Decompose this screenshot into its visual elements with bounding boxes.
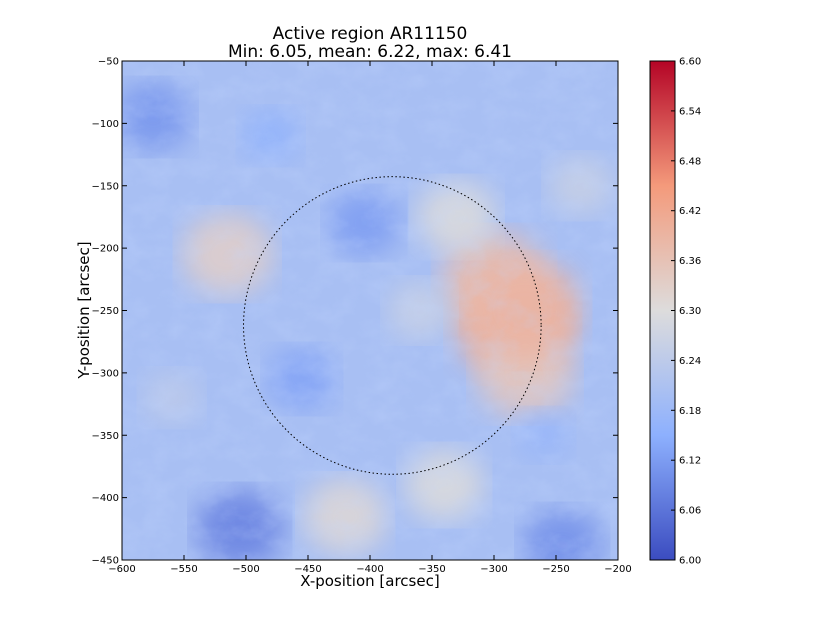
y-tick-label: −250 (92, 306, 119, 317)
y-tick-label: −50 (98, 57, 119, 68)
y-axis-ticks: −50 −100 −150 −200 −250 −300 −350 −400 −450 (92, 57, 618, 567)
y-tick-label: −350 (92, 431, 119, 442)
colorbar-tick-label: 6.06 (679, 506, 701, 517)
colorbar-tick-label: 6.24 (679, 356, 701, 367)
colorbar-tick-label: 6.54 (679, 106, 701, 117)
colorbar-tick-label: 6.18 (679, 406, 701, 417)
x-tick-label: −250 (542, 564, 569, 575)
colorbar-tick-label: 6.42 (679, 206, 701, 217)
x-tick-label: −450 (294, 564, 321, 575)
y-tick-label: −400 (92, 493, 119, 504)
colorbar-tick-label: 6.60 (679, 57, 701, 68)
colorbar-tick-label: 6.36 (679, 256, 701, 267)
y-tick-label: −450 (92, 556, 119, 567)
y-axis-label: Y-position [arcsec] (75, 241, 93, 379)
x-tick-label: −550 (170, 564, 197, 575)
colorbar-tick-label: 6.30 (679, 306, 701, 317)
x-tick-label: −200 (604, 564, 631, 575)
chart-subtitle: Min: 6.05, mean: 6.22, max: 6.41 (228, 42, 512, 62)
y-tick-label: −150 (92, 181, 119, 192)
y-tick-label: −100 (92, 119, 119, 130)
x-axis-label: X-position [arcsec] (300, 572, 439, 590)
colorbar-ticks: 6.00 6.06 6.12 6.18 6.24 6.30 6.36 6.42 6.48 6.54… (671, 57, 701, 567)
chart-title: Active region AR11150 (273, 24, 468, 44)
x-axis-ticks: −600 −550 −500 −450 −400 −350 −300 −250 −200 (108, 61, 632, 575)
x-tick-label: −400 (356, 564, 383, 575)
colorbar-tick-label: 6.12 (679, 456, 701, 467)
x-tick-label: −350 (418, 564, 445, 575)
colorbar-tick-label: 6.00 (679, 556, 701, 567)
x-tick-label: −300 (480, 564, 507, 575)
heatmap-image (122, 61, 618, 560)
region-circle (243, 176, 542, 475)
heatmap-texture (122, 61, 618, 560)
y-tick-label: −200 (92, 244, 119, 255)
x-tick-label: −600 (108, 564, 135, 575)
colorbar (649, 60, 676, 561)
y-tick-label: −300 (92, 368, 119, 379)
colorbar-tick-label: 6.48 (679, 156, 701, 167)
x-tick-label: −500 (232, 564, 259, 575)
